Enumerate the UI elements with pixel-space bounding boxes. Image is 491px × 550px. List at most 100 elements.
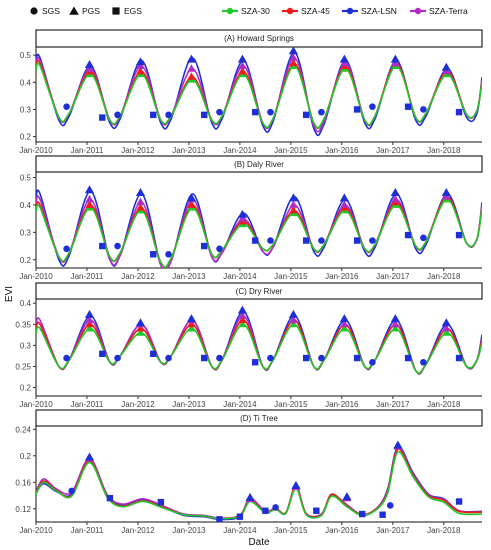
panel-3: (C) Dry River 0.2 0.25 0.3 0.35 0.4 Jan-2010 Ja… [15, 282, 483, 409]
legend-label-sza-terra: SZA-Terra [429, 6, 468, 16]
plot-area [36, 440, 482, 522]
egs-marker [379, 511, 386, 518]
pgs-marker-sza-45 [187, 200, 196, 208]
pgs-marker [393, 440, 403, 449]
pgs-marker-sza-45 [136, 324, 145, 332]
x-tick-label: Jan-2016 [325, 400, 359, 409]
egs-marker [404, 231, 412, 239]
y-axis-title: EVI [4, 286, 15, 302]
x-tick-label: Jan-2015 [274, 400, 308, 409]
sgs-marker [272, 504, 279, 511]
egs-marker [201, 111, 208, 119]
egs-marker [262, 507, 269, 514]
pgs-marker [84, 452, 95, 461]
panel-strip [35, 282, 483, 300]
pgs-marker-sza-45 [238, 66, 247, 75]
sgs-marker [267, 354, 274, 362]
x-tick-label: Jan-2015 [274, 526, 308, 535]
y-tick-label: 0.5 [20, 173, 32, 182]
egs-marker [216, 516, 223, 522]
panel-title: (B) Daly River [234, 160, 284, 169]
pgs-marker-sza-45 [289, 58, 298, 67]
x-tick-label: Jan-2016 [325, 272, 359, 281]
pgs-marker-sza-30 [187, 324, 196, 332]
pgs-marker-sza-terra [85, 194, 94, 203]
y-tick-label: 0.16 [15, 478, 31, 487]
egs-marker [150, 350, 157, 358]
legend-marker-sza-terra [414, 7, 422, 15]
egs-marker [99, 114, 106, 121]
pgs-marker [339, 314, 349, 323]
egs-marker [251, 237, 259, 244]
sgs-marker [318, 237, 325, 244]
x-tick-label: Jan-2010 [19, 272, 53, 281]
pgs-marker [288, 46, 299, 55]
pgs-marker [84, 185, 95, 194]
pgs-marker-sza-terra [289, 53, 298, 61]
pgs-marker-sza-30 [340, 324, 349, 332]
pgs-marker [441, 187, 451, 196]
pgs-marker [135, 57, 146, 66]
sgs-marker [267, 237, 274, 244]
pgs-marker-sza-45 [187, 72, 196, 80]
egs-marker [201, 354, 208, 362]
pgs-marker-sza-45 [85, 200, 94, 208]
legend-egs-symbol [112, 7, 120, 15]
egs-marker [150, 111, 157, 119]
pgs-marker [291, 480, 301, 489]
pgs-marker-sza-30 [289, 319, 298, 328]
y-tick-label: 0.2 [20, 452, 32, 461]
pgs-marker [390, 54, 400, 63]
x-tick-label: Jan-2010 [19, 526, 53, 535]
y-tick-label: 0.5 [20, 51, 32, 60]
x-tick-label: Jan-2013 [172, 272, 206, 281]
pgs-marker [237, 54, 248, 63]
y-tick-label: 0.2 [20, 384, 32, 393]
sgs-marker [114, 242, 121, 250]
panel-strip [35, 409, 483, 427]
plot-area [36, 305, 482, 375]
pgs-marker-sza-45 [136, 66, 145, 75]
x-tick-label: Jan-2010 [19, 146, 53, 155]
egs-marker [353, 237, 361, 244]
pgs-marker-sza-terra [391, 319, 400, 328]
pgs-marker [441, 318, 451, 327]
egs-marker [150, 251, 157, 258]
legend-label-sza-45: SZA-45 [301, 6, 330, 16]
pgs-marker-sza-45 [289, 205, 298, 214]
x-tick-label: Jan-2017 [376, 400, 410, 409]
y-tick-label: 0.3 [20, 341, 32, 350]
x-tick-label: Jan-2015 [274, 272, 308, 281]
pgs-marker [390, 314, 400, 323]
x-tick-label: Jan-2014 [223, 272, 257, 281]
sgs-marker [165, 250, 172, 258]
pgs-marker [390, 187, 400, 196]
sgs-marker [114, 111, 121, 119]
y-tick-label: 0.4 [20, 78, 32, 87]
pgs-marker [339, 54, 349, 63]
egs-marker [302, 111, 310, 119]
x-tick-label: Jan-2012 [121, 400, 155, 409]
egs-marker [455, 498, 463, 505]
legend-label-sza-lsn: SZA-LSN [361, 6, 397, 16]
egs-marker [99, 350, 106, 358]
pgs-marker-sza-terra [289, 315, 298, 324]
x-tick-label: Jan-2018 [427, 272, 461, 281]
legend-label-egs: EGS [124, 6, 142, 16]
x-tick-label: Jan-2017 [376, 146, 410, 155]
egs-marker [201, 242, 208, 250]
pgs-marker-sza-terra [391, 194, 400, 203]
pgs-marker [245, 492, 255, 501]
pgs-marker-sza-terra [442, 324, 451, 332]
pgs-marker-sza-45 [85, 319, 94, 328]
legend-label-pgs: PGS [82, 6, 100, 16]
sgs-marker [318, 354, 325, 362]
pgs-marker-sza-terra [238, 311, 247, 319]
pgs-marker [186, 54, 197, 63]
sgs-marker [216, 108, 223, 116]
egs-marker [302, 354, 310, 362]
pgs-marker-sza-45 [238, 315, 247, 324]
egs-marker [404, 354, 412, 362]
y-tick-label: 0.2 [20, 256, 32, 265]
legend-marker-sza-30 [226, 7, 234, 15]
